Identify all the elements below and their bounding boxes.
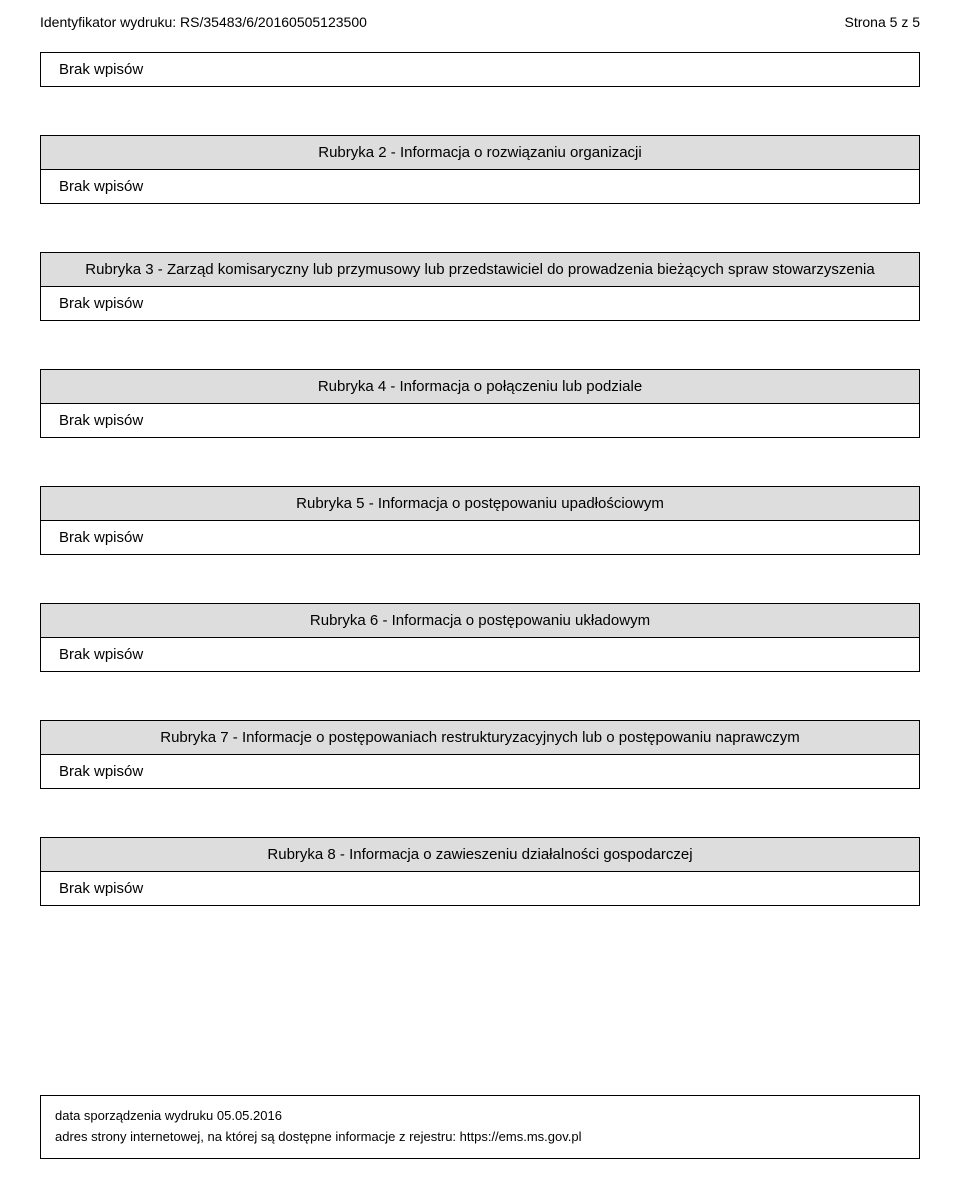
section-empty-row: Brak wpisów	[40, 637, 920, 672]
section-title: Rubryka 6 - Informacja o postępowaniu uk…	[40, 603, 920, 638]
section-empty-row: Brak wpisów	[40, 520, 920, 555]
section-title: Rubryka 8 - Informacja o zawieszeniu dzi…	[40, 837, 920, 872]
section-title: Rubryka 5 - Informacja o postępowaniu up…	[40, 486, 920, 521]
section-title: Rubryka 2 - Informacja o rozwiązaniu org…	[40, 135, 920, 170]
footer-url-line: adres strony internetowej, na której są …	[55, 1127, 905, 1148]
section-rubryka-3: Rubryka 3 - Zarząd komisaryczny lub przy…	[40, 252, 920, 321]
section-title: Rubryka 3 - Zarząd komisaryczny lub przy…	[40, 252, 920, 287]
section-rubryka-8: Rubryka 8 - Informacja o zawieszeniu dzi…	[40, 837, 920, 906]
section-rubryka-6: Rubryka 6 - Informacja o postępowaniu uk…	[40, 603, 920, 672]
standalone-empty-row: Brak wpisów	[40, 52, 920, 87]
section-empty-row: Brak wpisów	[40, 169, 920, 204]
page: Identyfikator wydruku: RS/35483/6/201605…	[0, 0, 960, 1183]
section-title: Rubryka 7 - Informacje o postępowaniach …	[40, 720, 920, 755]
section-empty-row: Brak wpisów	[40, 871, 920, 906]
print-identifier: Identyfikator wydruku: RS/35483/6/201605…	[40, 14, 367, 30]
section-rubryka-4: Rubryka 4 - Informacja o połączeniu lub …	[40, 369, 920, 438]
section-rubryka-2: Rubryka 2 - Informacja o rozwiązaniu org…	[40, 135, 920, 204]
section-title: Rubryka 4 - Informacja o połączeniu lub …	[40, 369, 920, 404]
footer-date-line: data sporządzenia wydruku 05.05.2016	[55, 1106, 905, 1127]
section-rubryka-5: Rubryka 5 - Informacja o postępowaniu up…	[40, 486, 920, 555]
section-empty-row: Brak wpisów	[40, 403, 920, 438]
section-empty-row: Brak wpisów	[40, 286, 920, 321]
page-indicator: Strona 5 z 5	[845, 14, 921, 30]
header-row: Identyfikator wydruku: RS/35483/6/201605…	[40, 14, 920, 30]
footer-box: data sporządzenia wydruku 05.05.2016 adr…	[40, 1095, 920, 1159]
section-rubryka-7: Rubryka 7 - Informacje o postępowaniach …	[40, 720, 920, 789]
section-empty-row: Brak wpisów	[40, 754, 920, 789]
